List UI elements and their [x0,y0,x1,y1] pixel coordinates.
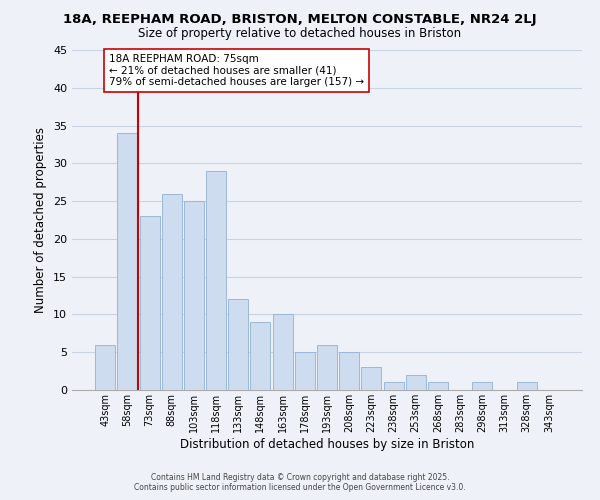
Bar [472,382,492,390]
Bar [383,382,404,390]
Bar [162,194,182,390]
Bar [250,322,271,390]
Bar [361,368,382,390]
Bar [228,300,248,390]
Text: 18A, REEPHAM ROAD, BRISTON, MELTON CONSTABLE, NR24 2LJ: 18A, REEPHAM ROAD, BRISTON, MELTON CONST… [63,12,537,26]
Text: Contains HM Land Registry data © Crown copyright and database right 2025.
Contai: Contains HM Land Registry data © Crown c… [134,473,466,492]
Bar [118,133,137,390]
Bar [206,171,226,390]
Bar [272,314,293,390]
Bar [184,201,204,390]
Bar [317,344,337,390]
Bar [295,352,315,390]
X-axis label: Distribution of detached houses by size in Briston: Distribution of detached houses by size … [180,438,474,450]
Text: 18A REEPHAM ROAD: 75sqm
← 21% of detached houses are smaller (41)
79% of semi-de: 18A REEPHAM ROAD: 75sqm ← 21% of detache… [109,54,364,87]
Text: Size of property relative to detached houses in Briston: Size of property relative to detached ho… [139,28,461,40]
Y-axis label: Number of detached properties: Number of detached properties [34,127,47,313]
Bar [517,382,536,390]
Bar [406,375,426,390]
Bar [428,382,448,390]
Bar [140,216,160,390]
Bar [95,344,115,390]
Bar [339,352,359,390]
